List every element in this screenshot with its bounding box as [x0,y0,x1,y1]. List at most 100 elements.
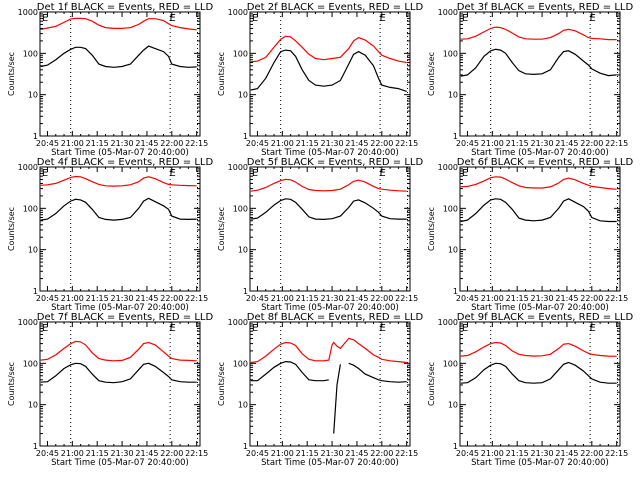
lld-series-line [40,17,197,31]
y-tick-label: 100 [23,204,38,213]
y-tick-label: 10 [28,91,38,100]
y-tick-label: 100 [443,49,458,58]
e-marker-label: E [589,13,595,24]
x-tick-label: 22:15 [185,294,208,303]
chart-title: Det 8f BLACK = Events, RED = LLD [247,312,424,323]
x-tick-label: 21:45 [135,139,158,148]
y-axis-label: Counts/sec [7,362,16,406]
y-tick-label: 100 [443,204,458,213]
y-tick-label: 1 [243,287,248,296]
x-tick-label: 21:00 [481,139,504,148]
e-marker-label: E [379,168,385,179]
y-tick-label: 100 [23,49,38,58]
x-tick-label: 22:00 [580,449,603,458]
x-tick-label: 22:15 [605,139,628,148]
lld-series-line [250,337,407,364]
y-tick-label: 1 [453,442,458,451]
y-tick-label: 10 [448,401,458,410]
e-marker-label: E [169,168,175,179]
y-tick-label: 100 [233,359,248,368]
y-tick-label: 1 [33,132,38,141]
plot-frame [39,11,201,137]
x-tick-label: 22:00 [370,449,393,458]
plot-frame [39,166,201,292]
y-axis-label: Counts/sec [217,52,226,96]
x-tick-label: 20:45 [456,139,479,148]
x-axis-label: Start Time (05-Mar-07 20:40:00) [51,148,189,158]
x-tick-label: 21:45 [345,449,368,458]
y-tick-label: 1000 [438,8,458,17]
y-tick-label: 10 [238,246,248,255]
x-tick-label: 20:45 [456,294,479,303]
x-tick-label: 21:30 [531,294,554,303]
events-series-line [250,198,407,221]
events-series-line [40,45,197,68]
events-series-line [250,360,407,434]
y-tick-label: 1000 [438,318,458,327]
chart-title: Det 4f BLACK = Events, RED = LLD [37,157,214,168]
x-tick-label: 22:15 [605,449,628,458]
lld-series-line [460,341,617,357]
lld-series-line [40,340,197,362]
y-tick-label: 1 [453,132,458,141]
e-marker-label: E [462,168,468,179]
x-tick-label: 22:15 [395,139,418,148]
x-tick-label: 22:15 [185,449,208,458]
x-axis-label: Start Time (05-Mar-07 20:40:00) [51,303,189,313]
x-tick-label: 20:45 [246,294,269,303]
chart-title: Det 7f BLACK = Events, RED = LLD [37,312,214,323]
y-axis-label: Counts/sec [217,362,226,406]
e-marker-label: E [252,13,258,24]
x-axis-label: Start Time (05-Mar-07 20:40:00) [261,303,399,313]
e-marker-label: E [462,13,468,24]
y-tick-label: 100 [23,359,38,368]
chart-title: Det 3f BLACK = Events, RED = LLD [457,2,634,13]
x-tick-label: 21:00 [61,294,84,303]
y-tick-label: 1000 [18,163,38,172]
x-tick-label: 21:00 [271,449,294,458]
x-tick-label: 21:45 [345,139,368,148]
e-marker-label: E [589,323,595,334]
chart-title: Det 2f BLACK = Events, RED = LLD [247,2,424,13]
x-tick-label: 22:00 [580,139,603,148]
y-tick-label: 1000 [228,318,248,327]
e-marker-label: E [589,168,595,179]
plot-frame [39,321,201,447]
chart-title: Det 5f BLACK = Events, RED = LLD [247,157,424,168]
x-tick-label: 22:15 [395,294,418,303]
x-tick-label: 20:45 [36,139,59,148]
lld-series-line [250,35,407,64]
x-tick-label: 21:00 [481,294,504,303]
x-tick-label: 21:30 [531,139,554,148]
plot-frame [249,11,411,137]
y-tick-label: 1 [33,442,38,451]
events-series-line [460,361,617,384]
x-tick-label: 21:30 [111,449,134,458]
x-tick-label: 22:00 [160,139,183,148]
e-marker-label: E [252,168,258,179]
y-tick-label: 100 [233,49,248,58]
y-axis-label: Counts/sec [7,52,16,96]
x-tick-label: 21:00 [271,139,294,148]
x-tick-label: 21:15 [296,139,319,148]
e-marker-label: E [169,323,175,334]
x-axis-label: Start Time (05-Mar-07 20:40:00) [471,303,609,313]
y-tick-label: 1 [33,287,38,296]
chart-title: Det 9f BLACK = Events, RED = LLD [457,312,634,323]
x-axis-label: Start Time (05-Mar-07 20:40:00) [471,148,609,158]
y-tick-label: 1 [453,287,458,296]
y-tick-label: 1 [243,442,248,451]
x-tick-label: 22:15 [605,294,628,303]
e-marker-label: E [42,323,48,334]
x-tick-label: 21:45 [555,139,578,148]
y-tick-label: 10 [238,91,248,100]
lld-series-line [460,26,617,41]
events-series-line [460,48,617,77]
chart-title: Det 6f BLACK = Events, RED = LLD [457,157,634,168]
chart-title: Det 1f BLACK = Events, RED = LLD [37,2,214,13]
y-tick-label: 10 [448,246,458,255]
